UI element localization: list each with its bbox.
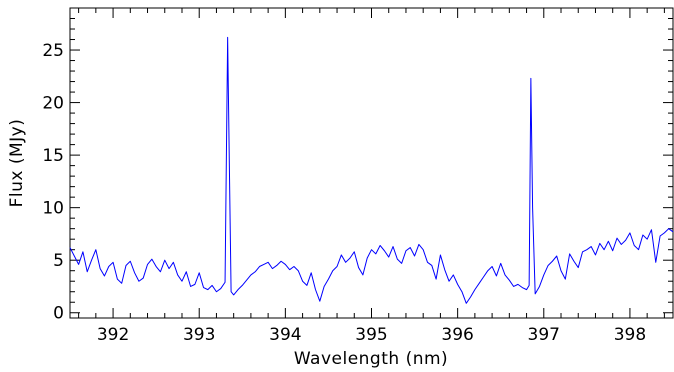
x-axis-tick-labels: 392 393 394 395 396 397 398 (97, 325, 646, 345)
x-axis-label: Wavelength (nm) (294, 349, 448, 369)
y-tick-label: 20 (42, 94, 64, 114)
x-axis-ticks (78, 8, 665, 318)
x-tick-label: 393 (183, 325, 215, 345)
y-axis-ticks (70, 7, 673, 314)
y-tick-label: 15 (42, 146, 64, 166)
x-tick-label: 392 (97, 325, 129, 345)
x-tick-label: 396 (441, 325, 473, 345)
x-tick-label: 397 (528, 325, 560, 345)
x-tick-label: 394 (269, 325, 301, 345)
x-tick-label: 398 (614, 325, 646, 345)
y-axis-label: Flux (MJy) (7, 119, 27, 208)
y-tick-label: 25 (42, 41, 64, 61)
y-axis-tick-labels: 0 5 10 15 20 25 (42, 41, 64, 324)
x-tick-label: 395 (355, 325, 387, 345)
y-tick-label: 5 (53, 251, 64, 271)
y-tick-label: 0 (53, 304, 64, 324)
flux-series-line (69, 36, 674, 304)
y-tick-label: 10 (42, 199, 64, 219)
